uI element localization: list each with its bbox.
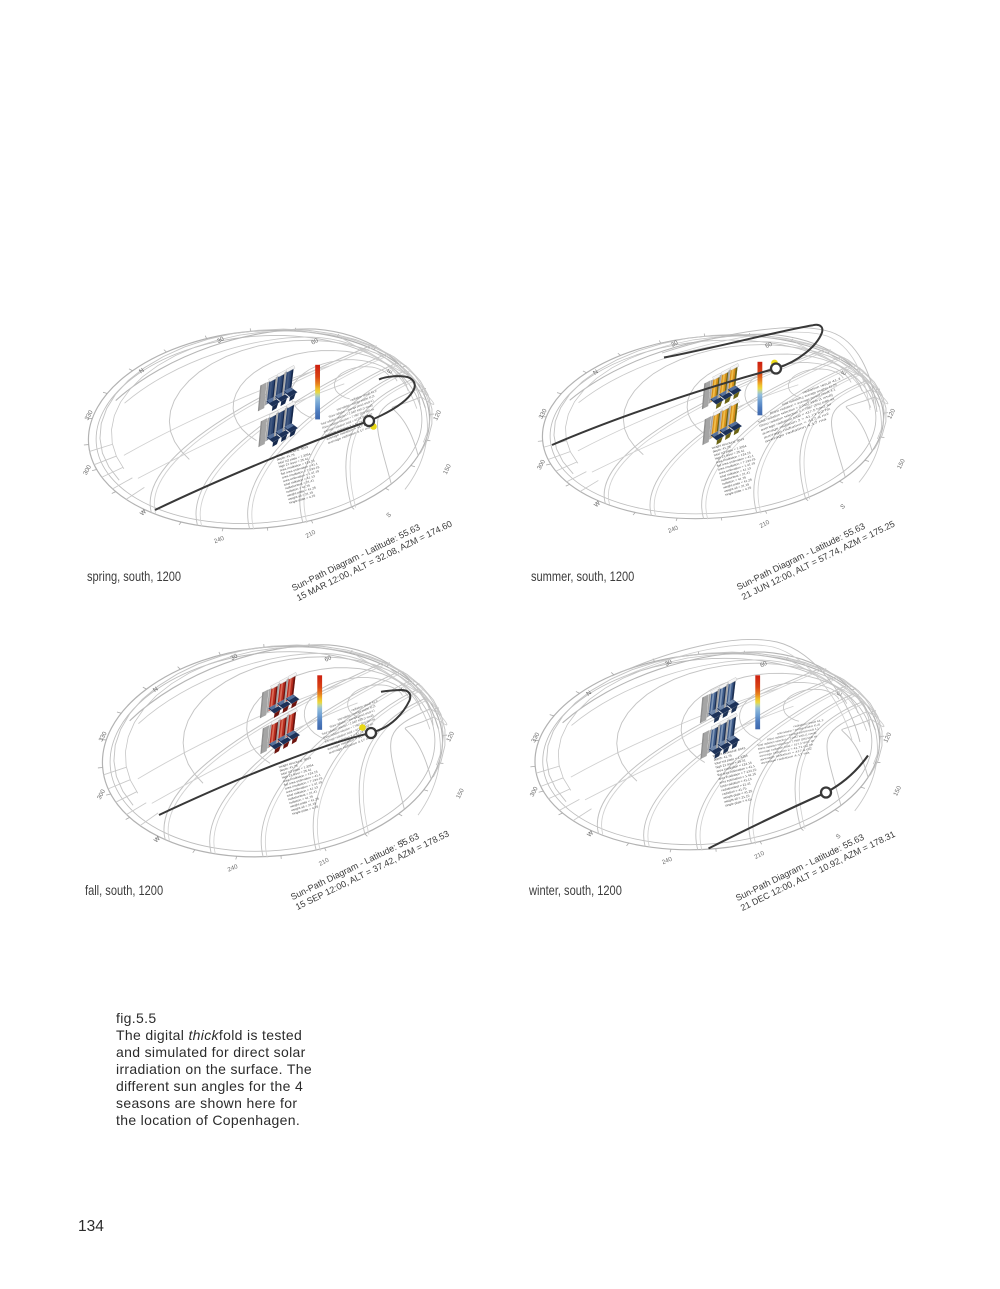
svg-text:60: 60 bbox=[324, 654, 334, 664]
svg-text:30: 30 bbox=[664, 658, 674, 668]
svg-text:210: 210 bbox=[304, 529, 317, 540]
svg-text:240: 240 bbox=[213, 535, 226, 546]
svg-text:60: 60 bbox=[310, 337, 320, 347]
svg-text:150: 150 bbox=[896, 457, 907, 470]
svg-text:300: 300 bbox=[529, 785, 540, 798]
svg-text:240: 240 bbox=[227, 863, 240, 874]
svg-text:330: 330 bbox=[530, 731, 541, 744]
svg-text:S: S bbox=[839, 503, 847, 511]
svg-text:30: 30 bbox=[670, 339, 680, 349]
svg-text:N: N bbox=[152, 686, 160, 694]
svg-text:W: W bbox=[139, 508, 148, 517]
svg-text:60: 60 bbox=[764, 341, 774, 351]
svg-text:150: 150 bbox=[455, 787, 466, 800]
svg-text:S: S bbox=[398, 838, 406, 846]
svg-text:S: S bbox=[385, 511, 393, 519]
svg-text:120: 120 bbox=[445, 730, 456, 743]
svg-text:330: 330 bbox=[84, 409, 95, 422]
svg-text:N: N bbox=[585, 689, 593, 697]
svg-text:240: 240 bbox=[661, 856, 674, 867]
svg-text:30: 30 bbox=[230, 652, 240, 662]
svg-text:E: E bbox=[840, 370, 848, 377]
svg-text:N: N bbox=[138, 367, 146, 375]
svg-text:120: 120 bbox=[432, 409, 443, 422]
svg-text:300: 300 bbox=[82, 464, 93, 477]
svg-text:300: 300 bbox=[536, 458, 547, 471]
svg-text:300: 300 bbox=[96, 788, 107, 801]
svg-text:60: 60 bbox=[759, 660, 769, 670]
svg-text:N: N bbox=[592, 368, 600, 376]
svg-text:E: E bbox=[386, 368, 394, 375]
svg-text:330: 330 bbox=[538, 407, 549, 420]
svg-text:W: W bbox=[586, 830, 595, 839]
svg-text:240: 240 bbox=[667, 524, 680, 535]
svg-text:W: W bbox=[593, 500, 602, 509]
svg-text:120: 120 bbox=[882, 731, 893, 744]
svg-text:210: 210 bbox=[318, 857, 331, 868]
svg-text:120: 120 bbox=[886, 407, 897, 420]
svg-text:30: 30 bbox=[216, 335, 226, 345]
svg-text:150: 150 bbox=[892, 784, 903, 797]
svg-text:150: 150 bbox=[442, 463, 453, 476]
svg-text:330: 330 bbox=[98, 730, 109, 743]
svg-text:W: W bbox=[153, 835, 162, 844]
svg-text:210: 210 bbox=[758, 519, 771, 530]
svg-text:S: S bbox=[835, 833, 843, 841]
svg-text:210: 210 bbox=[753, 850, 766, 861]
